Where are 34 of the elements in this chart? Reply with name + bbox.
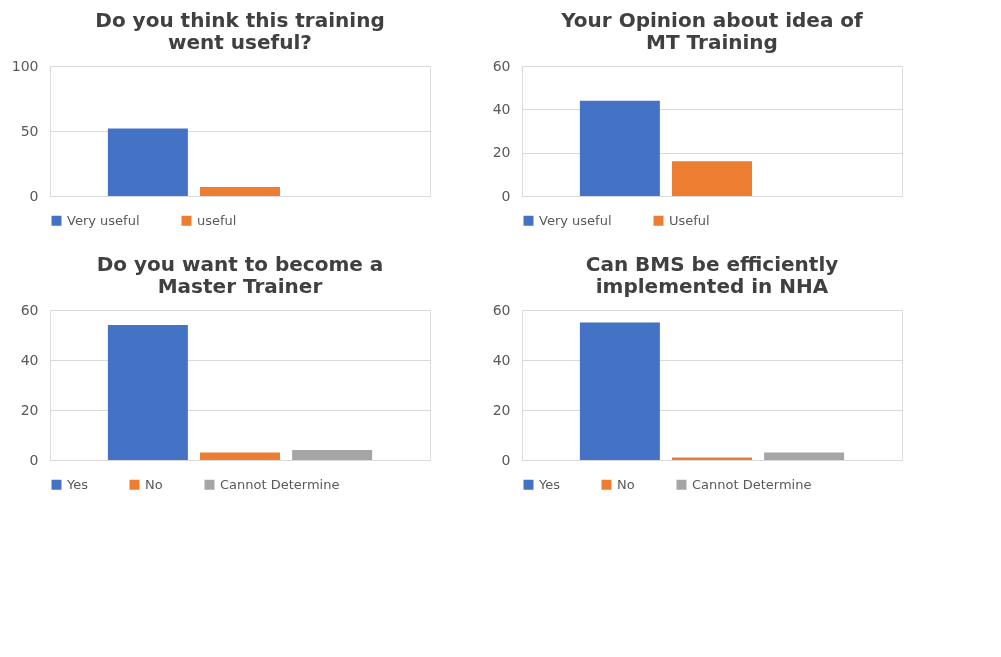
legend-label: Very useful: [539, 212, 612, 228]
legend-label: Very useful: [67, 212, 140, 228]
legend-label: No: [617, 476, 635, 492]
y-tick-label: 100: [11, 57, 39, 74]
y-tick-label: 20: [20, 401, 39, 418]
legend-label: Yes: [538, 476, 561, 492]
chart-title: Do you think this training went useful?: [95, 8, 385, 54]
y-tick-label: 60: [20, 301, 39, 318]
y-tick-label: 40: [492, 100, 511, 117]
y-tick-label: 40: [492, 351, 511, 368]
y-tick-label: 0: [501, 451, 511, 468]
y-tick-label: 40: [20, 351, 39, 368]
legend-label: Cannot Determine: [692, 476, 812, 492]
bar: [764, 452, 845, 460]
y-tick-label: 60: [492, 57, 511, 74]
bar: [579, 322, 660, 460]
legend-label: Yes: [66, 476, 89, 492]
legend-label: No: [145, 476, 163, 492]
y-tick-label: 0: [29, 187, 39, 204]
bar: [200, 452, 280, 460]
y-tick-label: 60: [492, 301, 511, 318]
y-tick-label: 50: [20, 122, 39, 139]
y-tick-label: 0: [29, 451, 39, 468]
y-tick-label: 20: [492, 144, 511, 161]
chart-title: Do you want to become a Master Trainer: [96, 252, 384, 298]
chart-title: Your Opinion about idea of MT Training: [560, 8, 864, 54]
legend-label: useful: [197, 212, 237, 228]
y-tick-label: 20: [492, 401, 511, 418]
bar: [292, 450, 373, 460]
bar: [107, 325, 188, 460]
legend-label: Cannot Determine: [220, 476, 340, 492]
legend-label: Useful: [669, 212, 710, 228]
y-tick-label: 0: [501, 187, 511, 204]
chart-title: Can BMS be efficiently implemented in NHA: [585, 252, 839, 298]
